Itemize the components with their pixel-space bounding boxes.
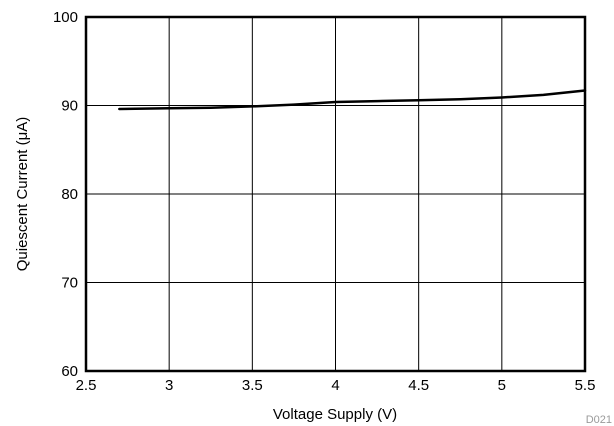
- y-axis-label: Quiescent Current (μA): [14, 117, 31, 272]
- grid: [86, 17, 585, 371]
- x-tick-label: 4: [331, 377, 339, 394]
- series-layer: [119, 91, 585, 110]
- x-tick-label: 3: [165, 377, 173, 394]
- y-tick-labels: 60 70 80 90 100: [53, 9, 78, 380]
- x-axis-label: Voltage Supply (V): [273, 406, 397, 423]
- series-line-0: [119, 91, 585, 110]
- x-tick-label: 5: [498, 377, 506, 394]
- figure-code-label: D021: [586, 414, 612, 426]
- x-tick-label: 5.5: [575, 377, 596, 394]
- y-tick-label: 60: [61, 363, 78, 380]
- x-tick-label: 2.5: [76, 377, 97, 394]
- y-tick-label: 70: [61, 275, 78, 292]
- y-tick-label: 80: [61, 186, 78, 203]
- y-tick-label: 100: [53, 9, 78, 26]
- x-tick-label: 3.5: [242, 377, 263, 394]
- x-tick-labels: 2.5 3 3.5 4 4.5 5 5.5: [76, 377, 596, 394]
- x-tick-label: 4.5: [408, 377, 429, 394]
- y-tick-label: 90: [61, 98, 78, 115]
